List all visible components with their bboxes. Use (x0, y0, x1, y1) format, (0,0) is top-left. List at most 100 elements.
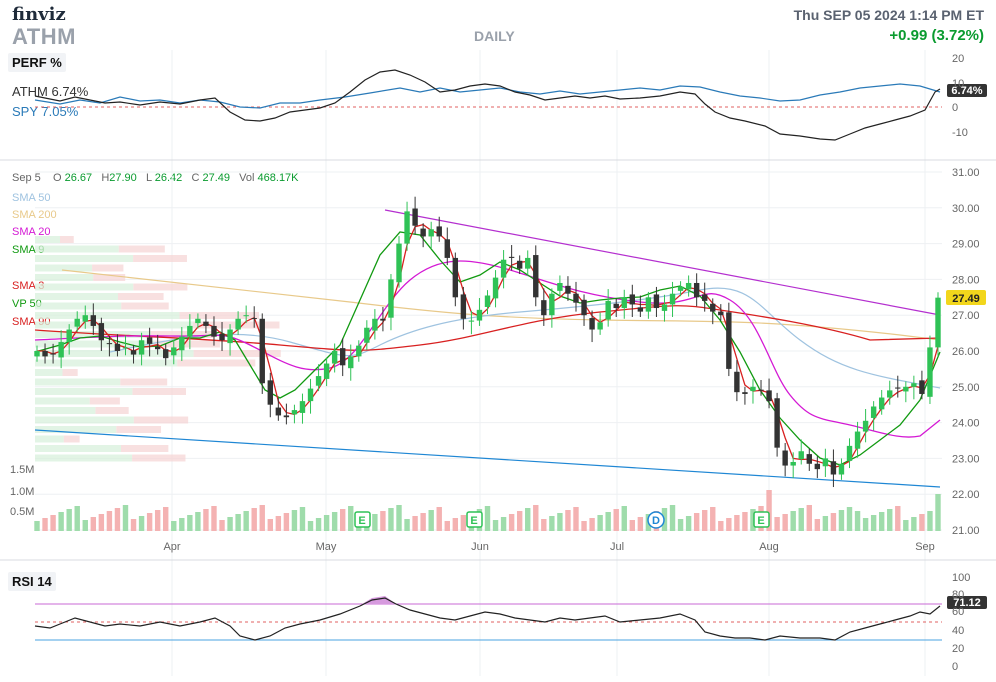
candle[interactable] (895, 375, 901, 398)
candle[interactable] (541, 288, 547, 326)
candle[interactable] (693, 273, 700, 307)
candle[interactable] (887, 380, 893, 405)
candle[interactable] (806, 448, 812, 471)
candle[interactable] (380, 306, 386, 332)
candle[interactable] (90, 303, 97, 335)
candle[interactable] (870, 401, 877, 431)
candle[interactable] (146, 327, 153, 357)
candle[interactable] (742, 386, 748, 405)
candle[interactable] (348, 344, 354, 381)
candle[interactable] (476, 298, 483, 326)
legend-sma50[interactable]: SMA 50 (12, 192, 51, 204)
candle[interactable] (460, 286, 467, 330)
candle[interactable] (452, 252, 459, 307)
candle[interactable] (98, 317, 105, 351)
candle[interactable] (211, 316, 217, 346)
candle[interactable] (82, 305, 88, 329)
candle[interactable] (243, 305, 249, 324)
candle[interactable] (58, 330, 64, 369)
candle[interactable] (179, 327, 185, 362)
candle[interactable] (830, 449, 837, 488)
candle[interactable] (106, 335, 113, 357)
candle[interactable] (251, 306, 257, 328)
candle[interactable] (621, 289, 627, 319)
candle[interactable] (822, 448, 829, 478)
candle[interactable] (283, 403, 290, 425)
candle[interactable] (758, 379, 764, 396)
candle[interactable] (34, 345, 40, 362)
candle[interactable] (203, 314, 209, 334)
candle[interactable] (516, 255, 523, 275)
candle[interactable] (613, 298, 619, 317)
dividend-marker[interactable]: D (647, 511, 665, 529)
candle[interactable] (259, 313, 265, 394)
earnings-marker-jun[interactable]: E (466, 511, 483, 528)
candle[interactable] (356, 340, 362, 362)
candle[interactable] (420, 223, 426, 248)
candle[interactable] (468, 310, 475, 335)
candle[interactable] (299, 393, 306, 424)
candle[interactable] (122, 335, 129, 356)
candle[interactable] (492, 270, 499, 308)
candle[interactable] (734, 359, 740, 402)
candle[interactable] (935, 292, 941, 357)
candle[interactable] (782, 443, 788, 477)
candle[interactable] (138, 332, 145, 366)
candle[interactable] (533, 245, 539, 307)
candle[interactable] (766, 378, 772, 409)
candle[interactable] (685, 275, 692, 297)
candle[interactable] (235, 311, 241, 335)
candle[interactable] (589, 310, 595, 343)
earnings-marker-aug[interactable]: E (753, 511, 770, 528)
candle[interactable] (645, 291, 652, 319)
candle[interactable] (66, 324, 72, 355)
candle[interactable] (911, 375, 917, 400)
candle[interactable] (428, 221, 434, 249)
earnings-marker-may[interactable]: E (354, 511, 371, 528)
candle[interactable] (854, 421, 861, 458)
candle[interactable] (130, 344, 137, 364)
candle[interactable] (838, 458, 845, 480)
candle[interactable] (718, 304, 724, 321)
candle[interactable] (154, 334, 161, 355)
candle[interactable] (114, 334, 121, 357)
candle[interactable] (919, 370, 925, 400)
upper-trendline[interactable] (384, 209, 941, 316)
candle[interactable] (291, 404, 298, 424)
candle[interactable] (710, 298, 716, 325)
candle[interactable] (798, 439, 804, 465)
candle[interactable] (484, 290, 491, 315)
candle[interactable] (750, 379, 756, 404)
candle[interactable] (50, 343, 56, 364)
candle[interactable] (315, 364, 322, 392)
candle[interactable] (573, 281, 579, 312)
candle[interactable] (219, 322, 225, 351)
candle[interactable] (846, 438, 853, 469)
candle[interactable] (927, 335, 933, 404)
candle[interactable] (726, 302, 732, 377)
candle[interactable] (557, 275, 563, 297)
candle[interactable] (388, 274, 394, 331)
candle[interactable] (331, 343, 338, 373)
candle[interactable] (549, 288, 555, 328)
candle[interactable] (163, 343, 169, 366)
timeframe-label[interactable]: DAILY (474, 28, 515, 44)
candle[interactable] (774, 392, 780, 457)
candle[interactable] (307, 378, 314, 414)
candle[interactable] (653, 286, 660, 317)
candle[interactable] (702, 282, 708, 312)
candle[interactable] (323, 358, 330, 387)
candle[interactable] (862, 408, 869, 443)
candle[interactable] (372, 309, 378, 340)
candle[interactable] (525, 250, 531, 276)
candle[interactable] (339, 338, 346, 377)
candle[interactable] (267, 372, 273, 418)
candle[interactable] (364, 320, 370, 350)
candle[interactable] (661, 294, 668, 322)
candle[interactable] (565, 276, 571, 301)
candle[interactable] (412, 196, 418, 235)
candle[interactable] (903, 381, 909, 403)
candle[interactable] (597, 312, 603, 335)
legend-vp50[interactable]: VP 50 (12, 298, 42, 310)
